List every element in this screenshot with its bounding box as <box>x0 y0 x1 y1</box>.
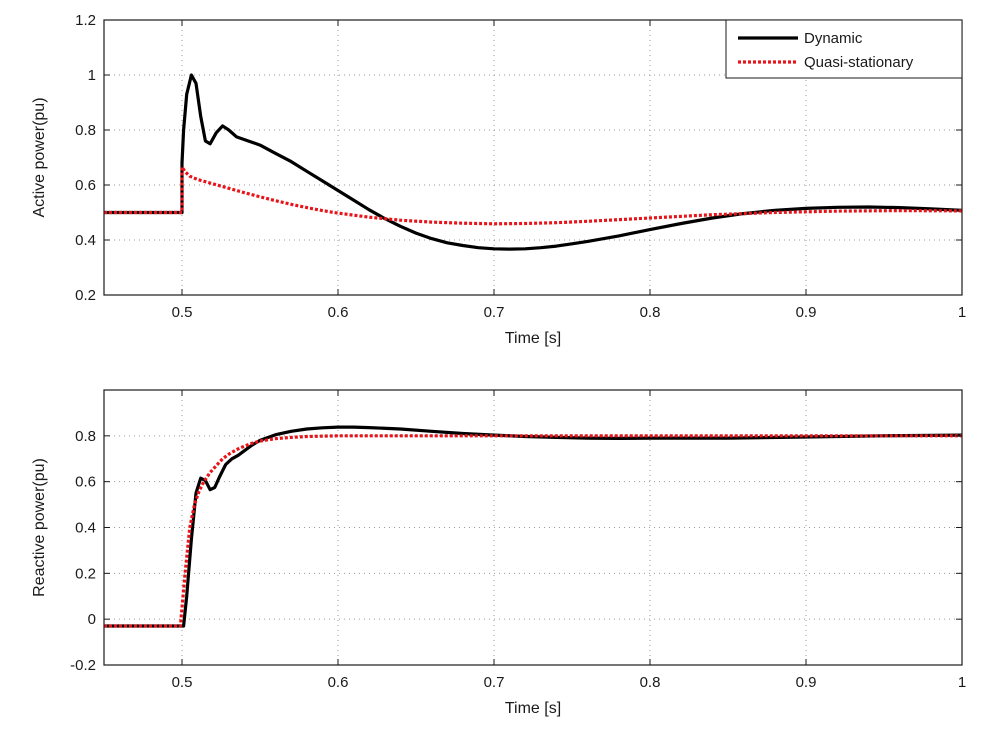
bottom-x-tick-label: 0.7 <box>484 674 505 691</box>
bottom-y-tick-label: -0.2 <box>70 657 96 674</box>
bottom-y-tick-label: 0 <box>88 611 96 628</box>
bottom-y-tick-label: 0.6 <box>75 474 96 491</box>
bottom-y-tick-label: 0.2 <box>75 565 96 582</box>
top-y-axis-label: Active power(pu) <box>31 97 48 217</box>
top-x-tick-label: 1 <box>958 304 966 321</box>
top-x-tick-label: 0.9 <box>796 304 817 321</box>
top-y-tick-label: 1 <box>88 67 96 84</box>
bottom-x-tick-label: 0.5 <box>172 674 193 691</box>
top-x-tick-label: 0.8 <box>640 304 661 321</box>
bottom-chart: 0.5 0.6 0.7 0.8 0.9 1 -0.2 0 0.2 0.4 0.6 0.8 Time [s… <box>31 389 966 717</box>
bottom-x-axis-label: Time [s] <box>505 700 561 717</box>
top-x-tick-label: 0.5 <box>172 304 193 321</box>
legend-label-quasi-stationary: Quasi-stationary <box>804 54 914 71</box>
legend-box <box>725 19 963 79</box>
top-y-tick-label: 0.2 <box>75 287 96 304</box>
bottom-x-tick-label: 0.8 <box>640 674 661 691</box>
top-x-axis-label: Time [s] <box>505 330 561 347</box>
top-x-tick-label: 0.6 <box>328 304 349 321</box>
legend-label-dynamic: Dynamic <box>804 30 863 47</box>
legend: Dynamic Quasi-stationary <box>725 19 963 79</box>
top-y-tick-label: 1.2 <box>75 12 96 29</box>
top-series-quasi-stationary-line <box>104 165 962 226</box>
top-axes-frame <box>103 19 963 296</box>
bottom-y-tick-label: 0.4 <box>75 520 96 537</box>
top-y-tick-label: 0.6 <box>75 177 96 194</box>
top-y-tick-label: 0.4 <box>75 232 96 249</box>
top-x-tick-label: 0.7 <box>484 304 505 321</box>
bottom-plot-area <box>104 390 962 665</box>
top-y-tick-label: 0.8 <box>75 122 96 139</box>
top-series-dynamic-line <box>104 73 962 251</box>
bottom-y-tick-label: 0.8 <box>75 428 96 445</box>
bottom-y-axis-label: Reactive power(pu) <box>31 458 48 597</box>
bottom-x-tick-label: 0.9 <box>796 674 817 691</box>
top-chart: 0.5 0.6 0.7 0.8 0.9 1 0.2 0.4 0.6 0.8 1 1.2 Time [s]… <box>31 12 966 347</box>
bottom-x-tick-label: 0.6 <box>328 674 349 691</box>
bottom-x-tick-label: 1 <box>958 674 966 691</box>
